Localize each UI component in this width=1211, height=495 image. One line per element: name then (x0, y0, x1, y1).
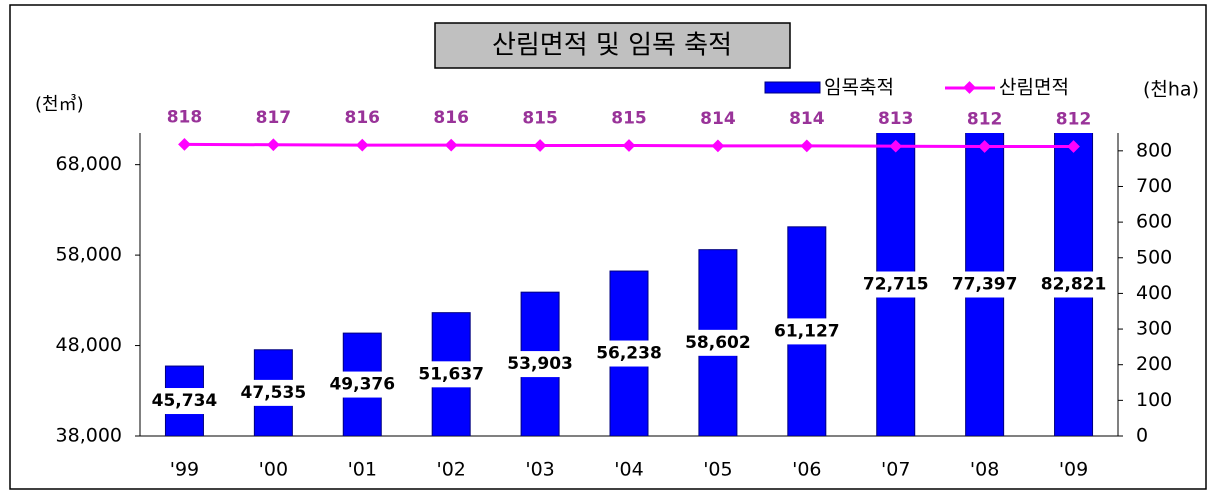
data-label: 814 (789, 109, 825, 129)
y2-tick-label: 0 (1136, 425, 1148, 447)
data-label: 817 (256, 108, 292, 128)
x-tick-label: '99 (170, 459, 199, 481)
data-label: 812 (967, 110, 1003, 130)
data-label: 45,734 (152, 391, 218, 411)
y-axis-label: (천㎥) (35, 94, 84, 115)
y-tick-label: 48,000 (56, 334, 122, 356)
data-label: 47,535 (241, 383, 307, 403)
data-label-bg (231, 379, 316, 406)
data-label: 816 (433, 108, 469, 128)
data-label-bg (587, 340, 671, 367)
x-tick-label: '04 (614, 459, 643, 481)
bar (965, 133, 1005, 436)
data-label: 815 (522, 108, 558, 128)
data-label: 818 (167, 107, 203, 127)
legend-label: 산림면적 (999, 77, 1069, 99)
data-label-bg (409, 361, 494, 388)
data-label: 61,127 (774, 321, 840, 341)
legend-label: 임목축적 (824, 77, 894, 99)
data-label-bg (675, 329, 760, 356)
line-marker (266, 138, 280, 152)
x-tick-label: '06 (792, 459, 821, 481)
x-tick-label: '07 (881, 459, 910, 481)
data-label: 77,397 (952, 275, 1018, 295)
data-label: 72,715 (863, 275, 929, 295)
y-tick-label: 38,000 (56, 425, 122, 447)
data-label: 51,637 (418, 364, 484, 384)
data-label: 815 (611, 108, 647, 128)
y-tick-label: 68,000 (56, 153, 122, 175)
data-label-bg (942, 271, 1027, 298)
data-label: 56,238 (596, 344, 662, 364)
line-marker (355, 138, 369, 152)
data-labels: 45,734 47,535 49,376 51,637 53,903 56,238 58,6… (142, 271, 1116, 415)
x-tick-label: '08 (970, 459, 999, 481)
data-label-bg (320, 371, 405, 398)
y2-tick-label: 800 (1136, 139, 1172, 161)
data-label: 812 (1056, 110, 1092, 130)
data-label: 58,602 (685, 333, 751, 353)
x-tick-label: '03 (525, 459, 554, 481)
data-label: 813 (878, 109, 914, 129)
data-label-bg (853, 271, 938, 298)
y2-axis-label: (천ha) (1143, 79, 1199, 101)
data-label: 82,821 (1041, 275, 1107, 295)
y2-tick-label: 700 (1136, 175, 1172, 197)
x-tick-label: '05 (703, 459, 732, 481)
y2-tick-label: 400 (1136, 282, 1172, 304)
data-label-bg (142, 388, 227, 415)
data-label-bg (498, 351, 583, 378)
chart-title: 산림면적 및 임목 축적 (492, 31, 732, 61)
y2-tick-label: 200 (1136, 353, 1172, 375)
y2-tick-label: 100 (1136, 389, 1172, 411)
x-tick-label: '02 (436, 459, 465, 481)
y2-tick-label: 300 (1136, 318, 1172, 340)
data-label-bg (1031, 271, 1116, 298)
data-label: 814 (700, 109, 736, 129)
x-tick-label: '09 (1059, 459, 1088, 481)
y-tick-label: 58,000 (56, 244, 122, 266)
x-tick-label: '01 (348, 459, 377, 481)
y2-tick-label: 500 (1136, 246, 1172, 268)
title-box (434, 22, 791, 69)
legend-swatch (764, 81, 821, 94)
data-label: 49,376 (329, 375, 395, 395)
y2-tick-label: 600 (1136, 211, 1172, 233)
line-marker (444, 138, 458, 152)
data-label: 816 (345, 108, 381, 128)
line-marker (178, 138, 191, 151)
x-tick-label: '00 (259, 459, 288, 481)
data-label-bg (764, 318, 849, 345)
data-label: 53,903 (507, 354, 573, 374)
